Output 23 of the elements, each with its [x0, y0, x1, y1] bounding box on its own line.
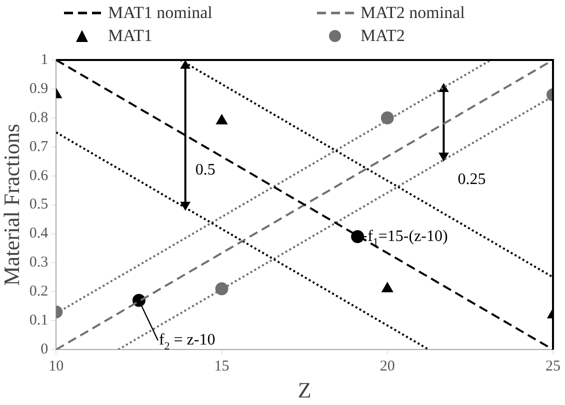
legend-label: MAT2 nominal	[360, 3, 465, 23]
y-tick-label: 0	[40, 342, 48, 358]
y-tick-label: 0.1	[29, 312, 48, 329]
annotation: 0.5	[195, 161, 216, 178]
y-axis-title: Material Fractions	[0, 124, 24, 286]
legend-label: MAT1 nominal	[108, 3, 212, 23]
y-tick-label: 0.5	[29, 196, 48, 213]
y-tick-label: 0.6	[29, 168, 49, 184]
legend-label: MAT1	[108, 26, 152, 46]
y-tick-label: 0.7	[29, 138, 49, 155]
annotation: 0.25	[458, 170, 486, 188]
x-tick-label: 25	[546, 358, 560, 375]
legend-label: MAT2	[360, 26, 405, 46]
x-axis-title: Z	[298, 378, 312, 403]
y-tick-label: 0.9	[29, 80, 48, 97]
x-tick-label: 15	[214, 358, 230, 375]
x-tick-label: 10	[48, 358, 64, 375]
y-tick-label: 0.8	[29, 110, 48, 126]
y-tick-label: 1	[40, 52, 48, 68]
y-tick-label: 0.4	[29, 226, 49, 242]
y-tick-label: 0.2	[29, 284, 48, 300]
y-tick-label: 0.3	[29, 254, 48, 271]
x-tick-label: 20	[380, 358, 395, 375]
